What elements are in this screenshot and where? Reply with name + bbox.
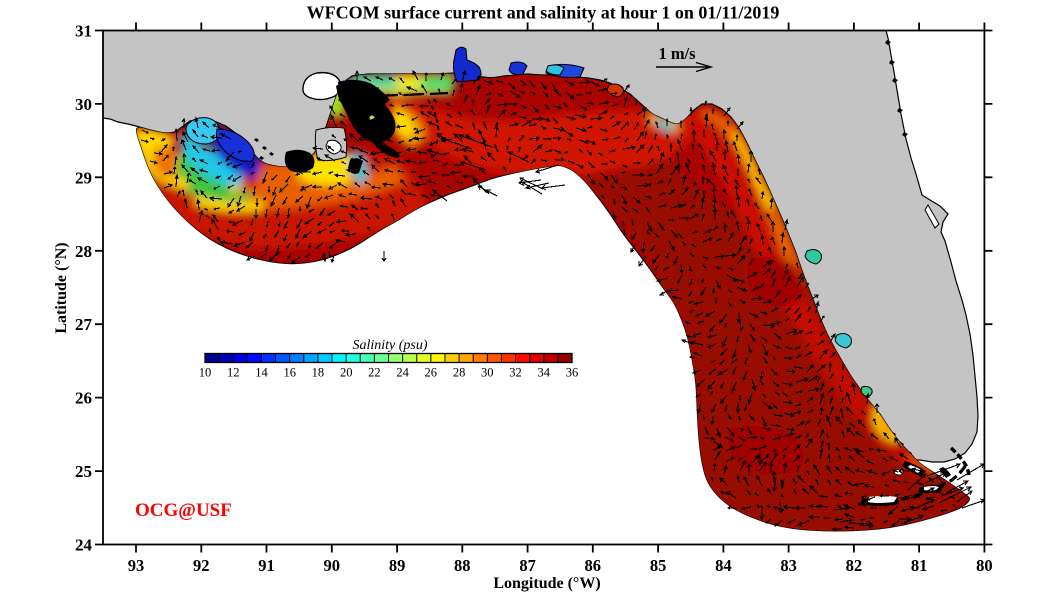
svg-text:18: 18 [312,366,325,380]
svg-text:OCG@USF: OCG@USF [135,500,232,521]
svg-text:86: 86 [585,556,602,575]
svg-text:26: 26 [425,366,438,380]
svg-text:20: 20 [340,366,353,380]
svg-text:91: 91 [258,556,275,575]
svg-text:36: 36 [566,366,579,380]
svg-text:28: 28 [453,366,466,380]
svg-text:24: 24 [75,536,93,555]
svg-text:16: 16 [283,366,296,380]
svg-text:84: 84 [715,556,732,575]
svg-text:87: 87 [519,556,536,575]
svg-text:34: 34 [538,366,551,380]
svg-text:88: 88 [454,556,471,575]
svg-text:31: 31 [75,22,92,41]
svg-text:82: 82 [846,556,863,575]
svg-text:30: 30 [75,95,92,114]
svg-text:26: 26 [75,389,92,408]
svg-text:Latitude (°N): Latitude (°N) [53,242,70,333]
svg-text:81: 81 [911,556,928,575]
svg-text:83: 83 [780,556,797,575]
svg-text:92: 92 [193,556,210,575]
svg-text:80: 80 [976,556,993,575]
svg-text:10: 10 [199,366,212,380]
svg-text:90: 90 [324,556,341,575]
svg-text:28: 28 [75,242,92,261]
svg-text:30: 30 [481,366,494,380]
svg-text:Longitude (°W): Longitude (°W) [493,575,600,592]
svg-text:WFCOM surface current and sali: WFCOM surface current and salinity at ho… [307,3,780,23]
svg-text:12: 12 [227,366,240,380]
svg-text:14: 14 [255,366,268,380]
svg-text:93: 93 [128,556,145,575]
svg-text:85: 85 [650,556,667,575]
svg-text:27: 27 [75,315,93,334]
svg-text:22: 22 [368,366,381,380]
svg-text:89: 89 [389,556,406,575]
svg-text:Salinity (psu): Salinity (psu) [352,338,427,353]
svg-text:24: 24 [396,366,409,380]
svg-text:32: 32 [509,366,522,380]
svg-text:25: 25 [75,462,92,481]
svg-text:1 m/s: 1 m/s [658,44,696,63]
svg-text:29: 29 [75,168,92,187]
